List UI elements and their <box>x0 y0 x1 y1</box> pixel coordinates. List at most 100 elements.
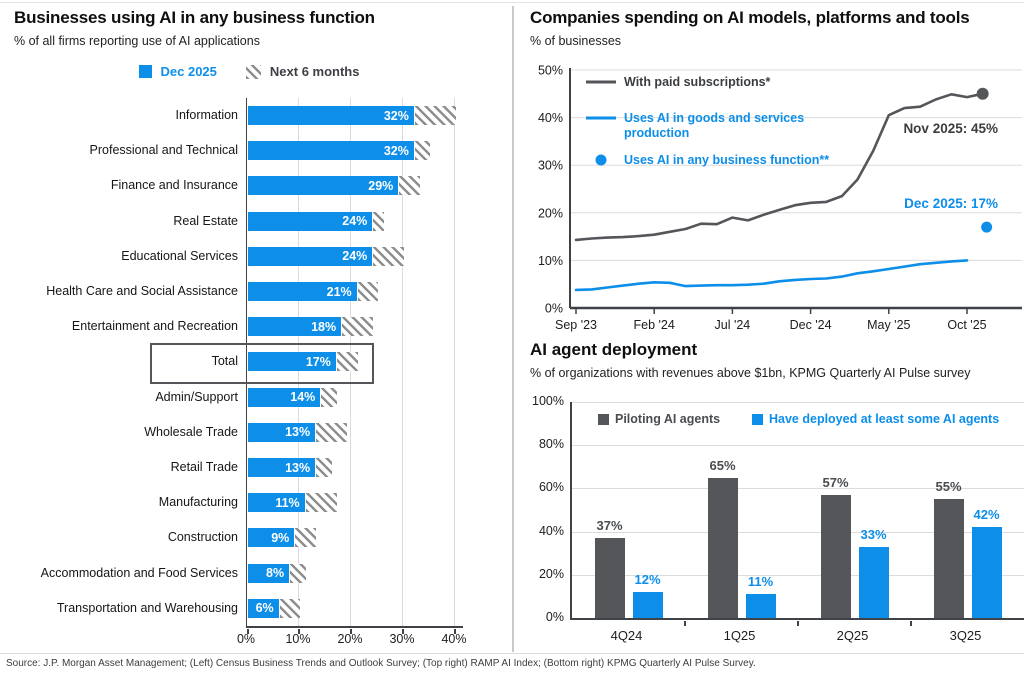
x-axis-label: 30% <box>389 632 415 646</box>
y-axis-label: 40% <box>538 523 564 538</box>
x-axis-label: Jul '24 <box>715 318 751 332</box>
bar-track: 8% <box>246 556 484 591</box>
bar-row: Total 17% <box>14 344 484 379</box>
bar-value-label: 8% <box>266 566 285 581</box>
bar-dec-2025: 13% <box>247 458 316 477</box>
bar-dec-2025: 32% <box>247 141 414 161</box>
y-axis-label: 20% <box>538 206 563 220</box>
bar-track: 6% <box>246 591 484 626</box>
category-label: Information <box>175 108 238 122</box>
agent-chart-subtitle: % of organizations with revenues above $… <box>530 366 971 380</box>
bar-dec-2025: 24% <box>247 211 373 231</box>
bar-dec-2025: 8% <box>247 563 290 583</box>
bar-value-label: 12% <box>634 572 661 588</box>
right-panel: Companies spending on AI models, platfor… <box>530 6 1024 652</box>
bar-track: 11% <box>246 485 484 520</box>
x-axis-label: Oct '25 <box>947 318 986 332</box>
axis-tick <box>298 629 300 634</box>
category-label: Real Estate <box>173 213 238 228</box>
category-label: 4Q24 <box>610 628 643 643</box>
agent-legend-piloting: Piloting AI agents <box>598 412 720 426</box>
bar-value-label: 13% <box>285 460 311 475</box>
bar-value-label: 33% <box>860 526 887 542</box>
panel-divider <box>512 6 514 652</box>
x-axis-label: Feb '24 <box>634 318 675 332</box>
bar-value-label: 29% <box>368 178 394 193</box>
y-axis-label: 0% <box>545 610 564 624</box>
bar-next-6-months <box>414 141 431 161</box>
bar-value-label: 32% <box>383 143 409 158</box>
category-label: Transportation and Warehousing <box>56 600 238 615</box>
x-axis-label: 0% <box>236 632 256 646</box>
bar-track: 24% <box>246 239 484 274</box>
x-axis-label: 10% <box>285 632 311 646</box>
category-label: Retail Trade <box>170 460 238 474</box>
bar-value-label: 21% <box>326 284 352 299</box>
bar-piloting <box>933 499 964 618</box>
axis-tick <box>684 621 686 626</box>
category-label: Professional and Technical <box>89 143 238 158</box>
deployed-legend-label: Have deployed at least some AI agents <box>769 412 1000 426</box>
series-line-1 <box>574 259 969 292</box>
bar-row: Entertainment and Recreation 18% <box>14 309 484 344</box>
spend-line-chart: 0% 10% 20% 30% 40% 50% Sep '23 Feb '24 Jul '24 De… <box>538 64 1022 332</box>
any-business-function-legend-dot <box>595 154 607 166</box>
bar-value-label: 18% <box>311 319 337 334</box>
agent-legend-deployed: Have deployed at least some AI agents <box>752 412 999 426</box>
bar-next-6-months <box>290 563 306 583</box>
bar-row: Information 32% <box>14 98 484 133</box>
category-label: 2Q25 <box>836 628 869 643</box>
bar-track: 21% <box>246 274 484 309</box>
category-label: Manufacturing <box>158 495 238 510</box>
bar-track: 32% <box>246 133 484 168</box>
y-axis-label: 100% <box>532 394 564 408</box>
piloting-legend-label: Piloting AI agents <box>615 412 721 426</box>
bar-value-label: 11% <box>275 495 300 510</box>
series-line-0 <box>574 92 984 242</box>
bar-next-6-months <box>342 317 374 337</box>
spend-chart-subtitle: % of businesses <box>530 34 622 48</box>
piloting-swatch <box>598 413 609 425</box>
y-axis-label: 30% <box>538 159 563 173</box>
category-label: Educational Services <box>121 248 238 263</box>
bar-row: Real Estate 24% <box>14 204 484 239</box>
deployed-swatch <box>752 413 763 425</box>
y-axis-label: 20% <box>538 566 564 581</box>
y-axis-label: 80% <box>538 437 564 452</box>
bar-next-6-months <box>373 211 384 231</box>
bar-value-label: 32% <box>383 108 409 123</box>
gridline <box>572 574 1024 576</box>
axis-tick <box>797 621 799 626</box>
gridline <box>572 402 1024 403</box>
bar-track: 9% <box>246 520 484 555</box>
bar-row: Educational Services 24% <box>14 239 484 274</box>
category-label: 1Q25 <box>723 628 756 643</box>
x-axis-label: May '25 <box>867 318 910 332</box>
bar-dec-2025: 17% <box>247 352 336 372</box>
bar-deployed <box>745 594 776 618</box>
x-axis-label: Dec '24 <box>790 318 832 332</box>
bar-dec-2025: 32% <box>247 106 414 125</box>
bar-piloting <box>820 494 851 618</box>
bar-track: 17% <box>246 344 484 379</box>
bar-track: 13% <box>246 415 484 450</box>
category-label: Finance and Insurance <box>110 178 238 193</box>
any-business-function-legend-label: Uses AI in any business function** <box>624 153 829 167</box>
axis-tick <box>910 621 912 626</box>
bar-track: 14% <box>246 380 484 415</box>
left-chart-subtitle: % of all firms reporting use of AI appli… <box>14 34 260 48</box>
bar-value-label: 55% <box>935 479 962 495</box>
left-chart-x-axis-labels: 0% 10% 20% 30% 40% <box>14 632 484 648</box>
source-text: Source: J.P. Morgan Asset Management; (L… <box>6 658 756 669</box>
bar-next-6-months <box>316 422 348 442</box>
bar-row: Accommodation and Food Services 8% <box>14 556 484 591</box>
gridline <box>572 531 1024 533</box>
bar-dec-2025: 29% <box>247 176 399 196</box>
bar-dec-2025: 14% <box>247 387 321 407</box>
bar-row: Manufacturing 11% <box>14 485 484 520</box>
bar-next-6-months <box>295 528 317 548</box>
bar-value-label: 24% <box>342 214 368 229</box>
category-label: Total <box>211 354 238 369</box>
agent-chart-title: AI agent deployment <box>530 340 698 359</box>
